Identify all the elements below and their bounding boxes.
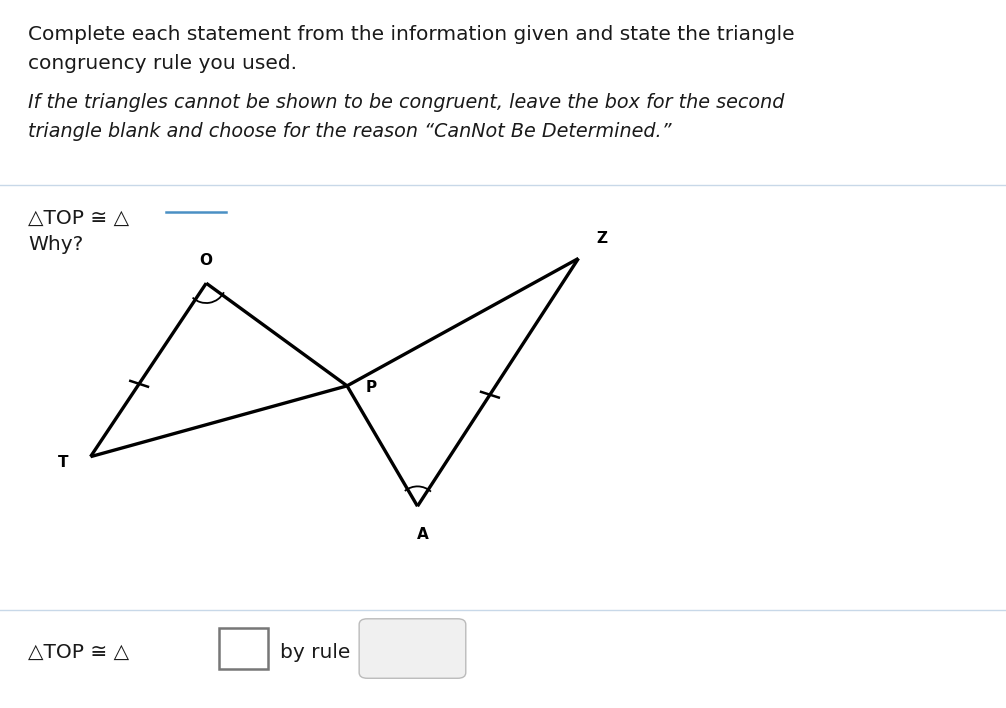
Text: △TOP ≅ △: △TOP ≅ △ [28,644,130,662]
Text: P: P [365,379,376,395]
FancyBboxPatch shape [359,619,466,678]
Text: ▼: ▼ [406,645,418,661]
Text: T: T [58,455,68,470]
Text: △TOP ≅ △: △TOP ≅ △ [28,209,136,228]
Text: Why?: Why? [28,235,83,254]
FancyBboxPatch shape [219,628,268,669]
Text: Z: Z [597,231,608,246]
Text: If the triangles cannot be shown to be congruent, leave the box for the second: If the triangles cannot be shown to be c… [28,93,785,113]
Text: by rule: by rule [280,644,350,662]
Text: O: O [200,253,212,268]
Text: A: A [416,527,429,542]
Text: congruency rule you used.: congruency rule you used. [28,54,297,73]
Text: triangle blank and choose for the reason “CanNot Be Determined.”: triangle blank and choose for the reason… [28,122,672,142]
Text: Complete each statement from the information given and state the triangle: Complete each statement from the informa… [28,25,795,44]
